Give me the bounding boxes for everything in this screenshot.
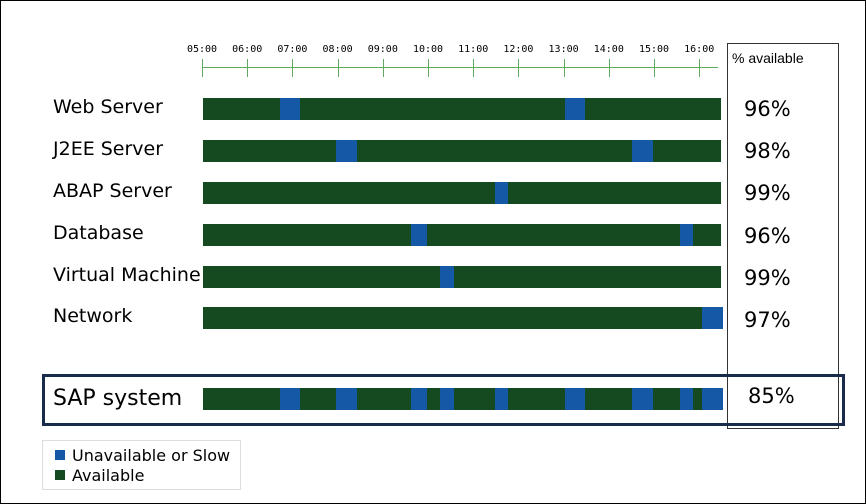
availability-bar xyxy=(203,388,723,410)
hour-tick-label: 06:00 xyxy=(232,44,263,55)
hour-tick-mark xyxy=(292,59,294,77)
hour-tick-mark xyxy=(382,59,384,77)
availability-percent: 97% xyxy=(744,308,791,332)
hour-tick-label: 07:00 xyxy=(277,44,308,55)
outage-segment xyxy=(679,224,694,246)
sap-system-highlight-box xyxy=(42,374,845,426)
legend-swatch-available xyxy=(55,470,65,480)
hour-tick-label: 14:00 xyxy=(593,44,624,55)
hour-tick-mark xyxy=(699,59,701,77)
availability-percent: 98% xyxy=(744,139,791,163)
hour-tick-label: 13:00 xyxy=(548,44,579,55)
legend-item-unavailable: Unavailable or Slow xyxy=(55,446,230,465)
legend: Unavailable or Slow Available xyxy=(42,440,241,490)
hour-tick-mark xyxy=(202,59,203,77)
legend-label-available: Available xyxy=(72,466,145,485)
component-label: Virtual Machine xyxy=(53,264,201,286)
hour-tick-label: 10:00 xyxy=(412,44,444,55)
outage-segment xyxy=(440,266,454,288)
outage-segment xyxy=(564,98,585,120)
component-label: Network xyxy=(53,305,133,327)
outage-segment xyxy=(410,224,427,246)
hour-tick-mark xyxy=(563,59,565,77)
outage-segment xyxy=(336,388,357,410)
outage-segment xyxy=(279,98,301,120)
hour-tick-mark xyxy=(428,59,429,77)
hour-tick-label: 09:00 xyxy=(367,44,398,55)
sap-system-percent: 85% xyxy=(748,384,795,408)
availability-percent: 96% xyxy=(744,224,791,248)
availability-bar xyxy=(203,224,721,246)
outage-segment xyxy=(632,388,653,410)
hour-tick-mark xyxy=(608,59,610,77)
time-axis-line xyxy=(202,67,718,68)
outage-segment xyxy=(702,388,723,410)
component-label: ABAP Server xyxy=(53,180,172,202)
outage-segment xyxy=(279,388,301,410)
availability-percent: 99% xyxy=(744,181,791,205)
hour-tick-mark xyxy=(518,59,520,77)
availability-bar xyxy=(203,98,721,120)
component-label: J2EE Server xyxy=(53,138,164,160)
availability-percent: 99% xyxy=(744,266,791,290)
outage-segment xyxy=(494,182,509,204)
availability-percent: 96% xyxy=(744,97,791,121)
hour-tick-mark xyxy=(473,59,475,77)
hour-tick-label: 11:00 xyxy=(458,44,489,55)
outage-segment xyxy=(410,388,427,410)
outage-segment xyxy=(336,140,357,162)
hour-tick-mark xyxy=(247,59,249,77)
hour-tick-label: 08:00 xyxy=(322,44,353,55)
sap-system-label: SAP system xyxy=(53,386,183,411)
hour-tick-mark xyxy=(654,59,655,77)
hour-tick-label: 15:00 xyxy=(638,44,670,55)
outage-segment xyxy=(440,388,454,410)
availability-bar xyxy=(203,182,721,204)
component-label: Web Server xyxy=(53,96,163,118)
outage-segment xyxy=(564,388,585,410)
outage-segment xyxy=(494,388,509,410)
hour-tick-label: 05:00 xyxy=(186,44,218,55)
outage-segment xyxy=(702,307,723,329)
hour-tick-mark xyxy=(337,59,339,77)
component-label: Database xyxy=(53,222,144,244)
availability-column-header: % available xyxy=(732,50,804,66)
legend-item-available: Available xyxy=(55,466,144,485)
outage-segment xyxy=(679,388,694,410)
availability-bar xyxy=(203,307,723,329)
availability-bar xyxy=(203,266,721,288)
availability-bar xyxy=(203,140,721,162)
hour-tick-label: 12:00 xyxy=(503,44,534,55)
hour-tick-label: 16:00 xyxy=(684,44,715,55)
legend-swatch-unavailable xyxy=(55,450,65,460)
outage-segment xyxy=(632,140,653,162)
legend-label-unavailable: Unavailable or Slow xyxy=(72,446,231,465)
availability-column-box xyxy=(727,43,839,429)
